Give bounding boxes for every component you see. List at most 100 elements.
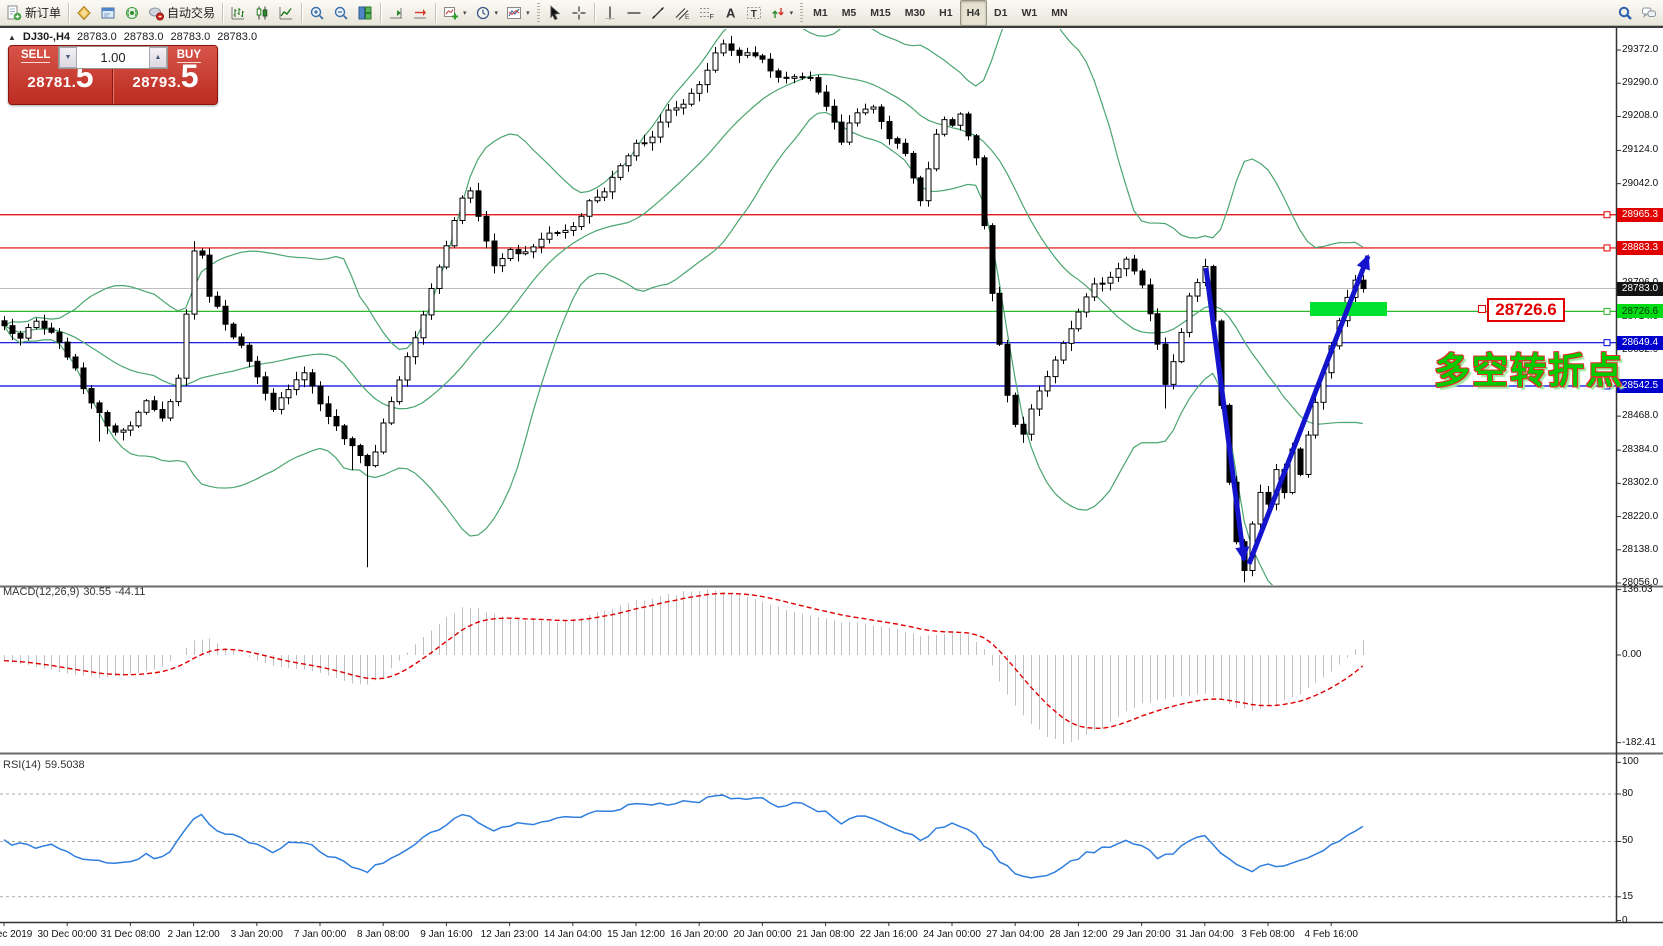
autotrade-icon (149, 7, 165, 20)
hline-icon (627, 11, 641, 14)
terminal-icon (101, 7, 115, 18)
chart-window[interactable]: 29372.0 29290.0 29208.0 29124.0 29042.0 28796… (0, 26, 1663, 946)
template-icon (507, 6, 522, 19)
symbol-period-label: DJ30-,H4 (22, 31, 70, 43)
svg-text:T: T (750, 8, 756, 19)
templates-button[interactable]: ▾ (502, 0, 534, 26)
zoom-in-button[interactable] (305, 0, 329, 26)
volume-stepper: ▼ 1.00 ▲ (58, 46, 168, 69)
chart-canvas[interactable] (0, 26, 1663, 946)
periods-button[interactable]: ▾ (471, 0, 503, 26)
buy-label: BUY (176, 49, 201, 63)
close-value: 28783.0 (217, 31, 258, 43)
high-value: 28783.0 (123, 31, 164, 43)
window-top-border (0, 26, 1663, 28)
bar-chart-button[interactable] (226, 0, 250, 26)
new-order-icon (7, 5, 22, 20)
text-label-icon: T (746, 6, 761, 19)
chevron-down-icon: ▾ (494, 9, 499, 17)
chat-button[interactable] (1637, 0, 1661, 26)
shapes-button[interactable]: ▾ (766, 0, 798, 26)
tf-d1[interactable]: D1 (994, 6, 1008, 19)
tile-windows-button[interactable] (353, 0, 377, 26)
tf-m5[interactable]: M5 (841, 6, 857, 19)
turning-point-annotation: 多空转折点 (1434, 350, 1625, 391)
zoom-in-icon (310, 6, 324, 20)
autotrade-button[interactable]: 自动交易 (144, 0, 219, 26)
toolbar-right (1613, 0, 1661, 26)
cursor-button[interactable] (543, 0, 567, 26)
shift-end-icon (390, 7, 403, 18)
open-value: 28783.0 (77, 31, 117, 43)
cursor-icon (550, 4, 560, 20)
add-indicator-button[interactable]: ▾ (439, 0, 471, 26)
chevron-down-icon: ▾ (463, 9, 467, 17)
toolbar-grip (535, 2, 541, 23)
chevron-down-icon: ▾ (526, 9, 530, 17)
candle-chart-icon (256, 6, 268, 19)
tf-m1[interactable]: M1 (813, 6, 828, 19)
price-callout-anchor (1478, 305, 1486, 313)
toolbar-separator (301, 2, 303, 23)
new-order-button-label: 新订单 (25, 6, 62, 20)
rsi-indicator-label: RSI(14) 59.5038 (3, 759, 85, 771)
buy-price: 28793. 5 (132, 58, 199, 94)
toolbar-grip (799, 2, 805, 23)
clock-icon (476, 6, 489, 19)
tf-m30[interactable]: M30 (904, 6, 926, 19)
signal-icon (126, 6, 139, 19)
sell-label: SELL (21, 49, 51, 63)
one-click-trade-panel: SELL 28781. 5 BUY 28793. 5 ▼ 1.00 ▲ (8, 45, 218, 105)
chat-icon (1642, 7, 1656, 18)
signals-button[interactable] (120, 0, 144, 26)
search-icon (1618, 6, 1632, 20)
zoom-out-button[interactable] (329, 0, 353, 26)
toolbar-separator (68, 2, 70, 23)
candle-chart-button[interactable] (250, 0, 274, 26)
crosshair-icon (572, 6, 586, 19)
toolbar-separator (380, 2, 382, 23)
svg-text:F: F (709, 14, 713, 21)
toolbar-separator (593, 2, 595, 23)
toolbar-separator (222, 2, 224, 23)
autoscroll-button[interactable] (408, 0, 432, 26)
tf-h1[interactable]: H1 (939, 6, 953, 19)
volume-input[interactable]: 1.00 (100, 50, 126, 65)
tf-h4[interactable]: H4 (959, 0, 988, 26)
fibo-button[interactable]: F (694, 0, 718, 26)
gold-diamond-icon (77, 5, 91, 20)
terminal-button[interactable] (96, 0, 120, 26)
shapes-icon (771, 7, 784, 18)
text-a-icon: A (726, 5, 736, 20)
toolbar-separator (435, 2, 437, 23)
line-chart-icon (279, 6, 293, 19)
shift-auto-icon (414, 8, 427, 18)
text-label-button[interactable]: T (742, 0, 766, 26)
collapse-panel-icon[interactable]: ▲ (8, 32, 16, 42)
new-order-button[interactable]: 新订单 (2, 0, 65, 26)
macd-indicator-label: MACD(12,26,9) 30.55 -44.11 (3, 586, 146, 598)
trendline-button[interactable] (646, 0, 670, 26)
chevron-down-icon: ▾ (789, 9, 794, 17)
text-button[interactable]: A (718, 0, 742, 26)
crosshair-button[interactable] (567, 0, 591, 26)
trendline-icon (651, 6, 664, 19)
tf-m15[interactable]: M15 (870, 6, 891, 19)
line-chart-button[interactable] (274, 0, 298, 26)
vline-button[interactable] (598, 0, 622, 26)
bar-chart-icon (231, 6, 245, 19)
autotrade-button-label: 自动交易 (167, 6, 216, 20)
svg-text:A: A (726, 5, 736, 20)
tf-w1[interactable]: W1 (1021, 6, 1038, 19)
fibo-icon: F (699, 7, 713, 21)
zoom-out-icon (334, 6, 348, 20)
market-watch-button[interactable] (72, 0, 96, 26)
volume-up-button[interactable]: ▲ (149, 47, 167, 68)
tf-mn[interactable]: MN (1051, 6, 1068, 19)
hline-button[interactable] (622, 0, 646, 26)
search-button[interactable] (1613, 0, 1637, 26)
shift-chart-button[interactable] (384, 0, 408, 26)
volume-down-button[interactable]: ▼ (59, 47, 77, 68)
channel-button[interactable]: E (670, 0, 694, 26)
price-callout-label[interactable]: 28726.6 (1487, 298, 1565, 322)
